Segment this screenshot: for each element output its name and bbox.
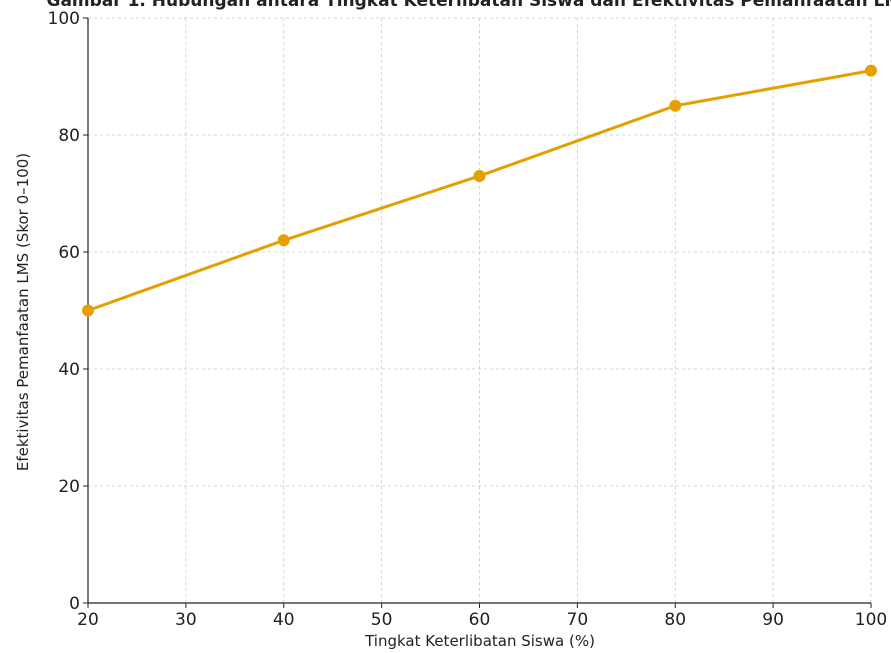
x-tick-label: 80 bbox=[664, 610, 686, 630]
x-tick-label: 30 bbox=[175, 610, 197, 630]
x-tick-label: 60 bbox=[469, 610, 491, 630]
grid bbox=[88, 17, 872, 603]
x-tick-label: 100 bbox=[855, 610, 887, 630]
data-point bbox=[473, 169, 486, 182]
y-tick-label: 0 bbox=[69, 594, 80, 614]
data-point bbox=[669, 99, 682, 112]
x-tick-label: 40 bbox=[273, 610, 295, 630]
axes bbox=[83, 17, 872, 608]
x-tick-label: 20 bbox=[77, 610, 99, 630]
y-tick-label: 20 bbox=[58, 477, 80, 497]
x-tick-labels: 20 30 40 50 60 70 80 90 100 bbox=[77, 610, 887, 630]
data-point bbox=[865, 64, 877, 77]
x-tick-label: 70 bbox=[567, 610, 589, 630]
chart-title: Gambar 1. Hubungan antara Tingkat Keterl… bbox=[47, 0, 891, 11]
data-point bbox=[277, 234, 290, 247]
y-tick-labels: 0 20 40 60 80 100 bbox=[48, 9, 80, 614]
y-axis-label: Efektivitas Pemanfaatan LMS (Skor 0–100) bbox=[14, 153, 32, 471]
x-tick-label: 90 bbox=[762, 610, 784, 630]
data-point bbox=[82, 304, 94, 317]
y-tick-label: 100 bbox=[48, 9, 80, 29]
y-tick-label: 80 bbox=[58, 126, 80, 146]
x-tick-label: 50 bbox=[371, 610, 393, 630]
series-line bbox=[87, 69, 872, 312]
y-tick-label: 60 bbox=[58, 243, 80, 263]
x-axis-label: Tingkat Keterlibatan Siswa (%) bbox=[364, 632, 595, 650]
y-tick-label: 40 bbox=[58, 360, 80, 380]
series bbox=[82, 64, 877, 317]
